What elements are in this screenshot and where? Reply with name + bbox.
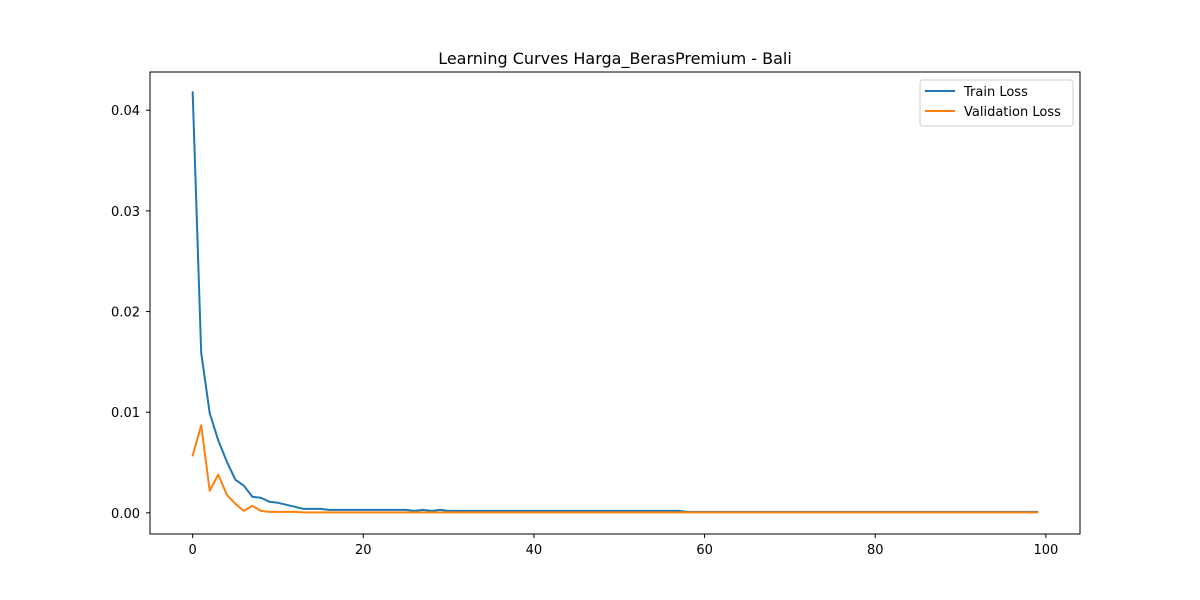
x-tick-label: 0	[189, 543, 197, 558]
series-line-validation-loss	[191, 424, 1039, 514]
y-tick-label: 0.00	[111, 507, 140, 522]
legend-label-train-loss: Train Loss	[963, 85, 1028, 100]
x-tick-label: 80	[867, 543, 884, 558]
legend: Train Loss Validation Loss	[919, 79, 1074, 127]
x-tick-label: 40	[526, 543, 543, 558]
x-tick-label: 60	[696, 543, 713, 558]
y-tick-label: 0.02	[111, 306, 140, 321]
axes-frame	[149, 71, 1081, 535]
plot-area: 0 20 40 60 80 100 0.00 0.01 0.02 0.03 0.04	[111, 91, 1058, 558]
y-tick-label: 0.04	[111, 104, 140, 119]
series-line-train-loss	[191, 91, 1039, 513]
x-tick-label: 100	[1033, 543, 1058, 558]
legend-box	[919, 79, 1074, 127]
legend-label-validation-loss: Validation Loss	[964, 105, 1061, 120]
y-tick-label: 0.01	[111, 406, 140, 421]
x-tick-label: 20	[355, 543, 372, 558]
chart-title: Learning Curves Harga_BerasPremium - Bal…	[438, 49, 792, 69]
y-tick-label: 0.03	[111, 205, 140, 220]
